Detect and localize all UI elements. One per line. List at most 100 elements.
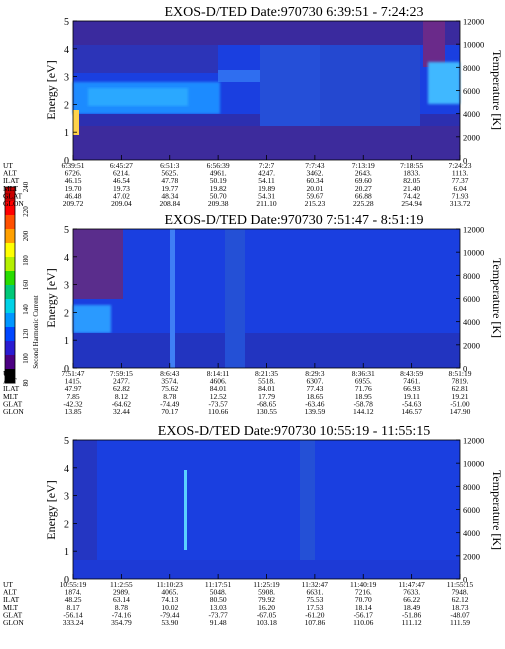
ephemeris-row-label: UT (3, 369, 13, 378)
band-left (73, 440, 97, 579)
ephemeris-value: 74.42 (403, 191, 420, 200)
ephemeris-value: 84.01 (258, 384, 275, 393)
ephemeris-value: 74.13 (161, 595, 178, 604)
ephemeris-value: 71.93 (452, 191, 469, 200)
ephemeris-row-label: ILAT (3, 176, 20, 185)
ephemeris-value: 62.81 (452, 384, 469, 393)
ephemeris-value: 19.82 (210, 184, 227, 193)
temperature-tick-label: 4000 (463, 317, 480, 327)
energy-tick-label: 4 (64, 45, 69, 56)
ephemeris-value: 47.78 (161, 176, 178, 185)
ephemeris-row-label: GLON (3, 199, 24, 208)
energy-tick-label: 2 (64, 100, 69, 111)
colorbar-tick-label: 180 (22, 255, 30, 266)
ephemeris-value: 8:36:31 (352, 369, 375, 378)
ephemeris-table: UT 6:39:51 6:45:27 6:51:3 6:56:39 7:2:7 7:7:43… (3, 161, 472, 208)
ephemeris-value: 66.22 (403, 595, 420, 604)
temperature-axis-label: Temperature [K] (490, 470, 504, 550)
ephemeris-value: 48.34 (161, 191, 178, 200)
ephemeris-value: 6:45:27 (110, 161, 133, 170)
ephemeris-value: 6214. (113, 169, 130, 178)
band-step (218, 70, 260, 82)
energy-tick-label: 3 (64, 492, 69, 503)
ephemeris-value: 8:14:11 (207, 369, 230, 378)
ephemeris-value: 11:2:55 (110, 580, 133, 589)
ephemeris-value: 7:7:43 (305, 161, 324, 170)
ephemeris-value: 7819. (452, 377, 469, 386)
ephemeris-value: 2477. (113, 377, 130, 386)
ephemeris-value: 10:55:19 (60, 580, 87, 589)
energy-tick-label: 3 (64, 73, 69, 84)
colorbar-swatch (5, 257, 15, 272)
ephemeris-value: -74.16 (112, 610, 132, 619)
temperature-tick-label: 12000 (463, 436, 484, 446)
ephemeris-row-label: GLON (3, 618, 24, 627)
ephemeris-value: -64.62 (112, 399, 132, 408)
ephemeris-value: 66.88 (355, 191, 372, 200)
ephemeris-value: 62.12 (452, 595, 469, 604)
ephemeris-value: 69.60 (355, 176, 372, 185)
ephemeris-value: 32.44 (113, 407, 130, 416)
temperature-tick-label: 0 (463, 364, 467, 374)
ephemeris-row-label: MLT (3, 392, 19, 401)
ephemeris-value: 111.59 (450, 618, 470, 627)
ephemeris-value: 11:47:47 (398, 580, 425, 589)
ephemeris-value: 4606. (210, 377, 227, 386)
ephemeris-table: UT 7:51:47 7:59:15 8:6:43 8:14:11 8:21:35 8:29… (3, 369, 472, 416)
ephemeris-value: 211.10 (256, 199, 277, 208)
ephemeris-value: 5908. (258, 588, 275, 597)
colorbar-swatches (5, 187, 15, 384)
streak (170, 229, 175, 368)
energy-tick-label: 0 (64, 575, 69, 586)
ephemeris-value: 46.54 (113, 176, 130, 185)
temperature-tick-label: 6000 (463, 294, 480, 304)
ephemeris-value: -67.05 (257, 610, 277, 619)
spectrogram-image (73, 21, 460, 160)
colorbar: 240 220 200 180 160 140 120 100 80 Second Harmon… (4, 181, 40, 387)
ephemeris-value: 6:56:39 (207, 161, 230, 170)
energy-tick-label: 2 (64, 308, 69, 319)
ephemeris-value: 12.52 (210, 392, 227, 401)
energy-axis-label: Energy [eV] (44, 480, 58, 539)
colorbar-ticks: 240 220 200 180 160 140 120 100 80 (22, 181, 30, 386)
ephemeris-table: UT 10:55:19 11:2:55 11:10:23 11:17:51 11:25:1… (3, 580, 473, 627)
ephemeris-row-label: ILAT (3, 595, 20, 604)
temperature-axis-label: Temperature [K] (490, 258, 504, 338)
band-low (73, 126, 460, 160)
ephemeris-value: -68.65 (257, 399, 277, 408)
ephemeris-value: 77.43 (306, 384, 323, 393)
ephemeris-value: 1874. (65, 588, 82, 597)
ephemeris-value: 53.90 (161, 618, 178, 627)
ephemeris-value: 11:17:51 (205, 580, 232, 589)
time-ticks (72, 574, 461, 579)
ephemeris-value: -48.07 (450, 610, 470, 619)
ephemeris-value: 209.38 (208, 199, 229, 208)
ephemeris-value: 71.76 (355, 384, 372, 393)
ephemeris-value: 91.48 (210, 618, 227, 627)
colorbar-swatch (5, 299, 15, 314)
temperature-axis-label: Temperature [K] (490, 50, 504, 130)
ephemeris-value: 80.50 (210, 595, 227, 604)
colorbar-tick-label: 220 (22, 206, 30, 217)
ephemeris-value: -56.17 (354, 610, 374, 619)
ephemeris-value: -58.78 (354, 399, 374, 408)
ephemeris-value: 225.28 (353, 199, 374, 208)
energy-tick-label: 5 (64, 436, 69, 447)
spectrogram-background (73, 440, 460, 579)
ephemeris-value: 8:51:19 (449, 369, 472, 378)
ephemeris-value: 54.11 (258, 176, 275, 185)
ephemeris-value: 19.77 (161, 184, 178, 193)
band-region-a (300, 440, 315, 579)
band-bright (73, 305, 111, 333)
energy-tick-label: 2 (64, 519, 69, 530)
band-left-flare (73, 110, 79, 135)
colorbar-swatch (5, 243, 15, 258)
ephemeris-value: 7461. (403, 377, 420, 386)
energy-axis: 0 1 2 3 4 5 (64, 436, 77, 586)
ephemeris-value: -63.46 (305, 399, 325, 408)
temperature-tick-label: 2000 (463, 551, 480, 561)
ephemeris-value: 18.65 (306, 392, 323, 401)
ephemeris-value: 11:40:19 (350, 580, 377, 589)
ephemeris-row-label: GLAT (3, 610, 23, 619)
ephemeris-value: 209.72 (63, 199, 84, 208)
